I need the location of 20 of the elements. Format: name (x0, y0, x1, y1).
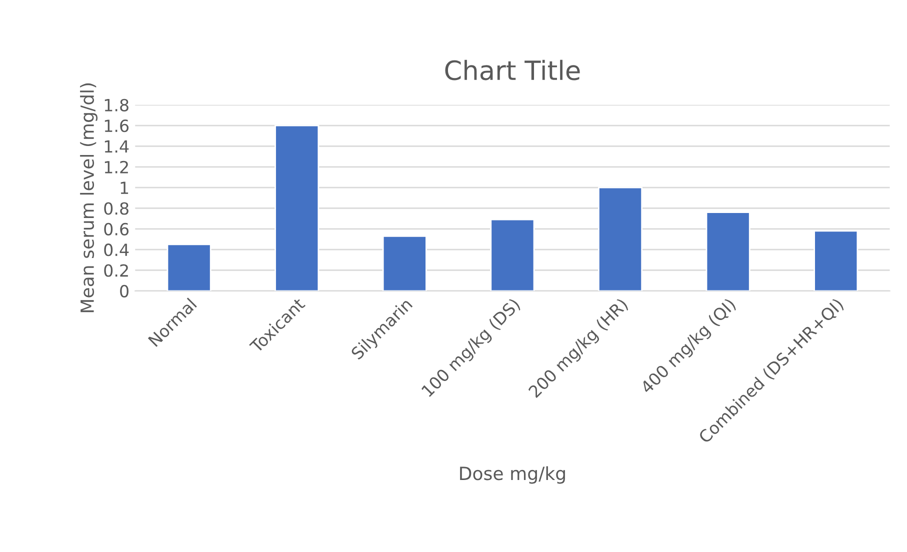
bar (814, 230, 858, 291)
chart-title: Chart Title (445, 60, 580, 80)
bar (382, 235, 427, 291)
bar (598, 186, 643, 291)
y-tick-label: 0 (120, 284, 128, 298)
x-axis-title: Dose mg/kg (460, 466, 565, 484)
bar (706, 212, 750, 291)
y-tick-label: 0.8 (104, 202, 128, 215)
y-tick-label: 1.6 (104, 120, 129, 132)
y-tick-label: 0.2 (104, 264, 128, 277)
y-tick-label: 1.2 (104, 160, 128, 174)
bar (166, 244, 212, 291)
bar (490, 218, 535, 291)
y-tick-label: 1 (120, 182, 128, 194)
y-tick-label: 1.4 (104, 140, 129, 153)
y-tick-label: 0.6 (104, 222, 129, 236)
y-axis-title: Mean serum level (mg/dl) (80, 83, 98, 312)
y-tick-label: 0.4 (104, 244, 129, 256)
y-tick-label: 1.8 (104, 98, 128, 112)
bar (274, 124, 320, 291)
